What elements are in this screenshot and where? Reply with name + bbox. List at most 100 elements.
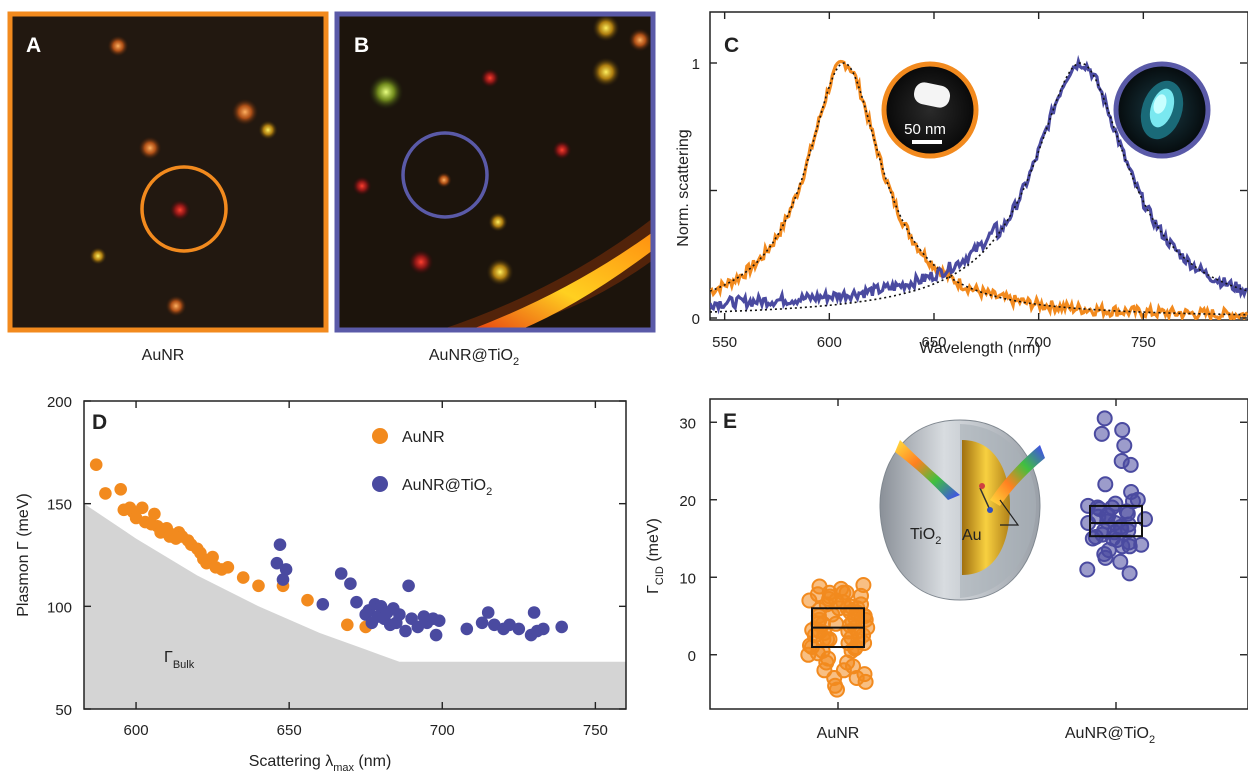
panel-c-xtick-label: 750 [1131,334,1156,351]
panel-b-caption: AuNR@TiO2 [429,347,519,368]
panel-c-xtick-label: 550 [712,334,737,351]
cid-point-aunr [829,681,845,698]
panel-c-xtick-label: 700 [1026,334,1051,351]
panel-e-inset-tio2-label: TiO2 [910,526,941,547]
panel-e-boxes [811,504,1143,648]
panel-c-ticks [710,12,1247,320]
scatter-point-aunr [135,501,149,515]
scatter-point-aunr [236,571,250,584]
cid-point-aunr-tio2 [1079,561,1096,578]
scatter-point-aunr [114,483,127,496]
scatter-point-aunr [221,561,235,574]
panel-c: C Norm. scattering Wavelength (nm) 0 1 5… [675,11,1248,357]
cid-point-aunr-tio2 [1116,437,1133,454]
panel-d-legend: AuNR AuNR@TiO2 [372,428,492,498]
scatter-point-aunr-tio2 [270,556,284,570]
panel-e-letter: E [723,410,737,433]
scatter-point-aunr [252,579,265,593]
panel-c-xtick-label: 650 [921,334,946,351]
cid-point-aunr [835,584,852,601]
panel-a-microscopy [10,14,326,330]
cid-point-aunr-tio2 [1114,538,1131,555]
fit-aunr-tio2 [710,62,1248,313]
panel-e-ytick-label: 0 [688,648,696,665]
cid-point-aunr [801,592,818,609]
panel-b: B AuNR@TiO2 [334,11,656,368]
panel-b-highlight-circle [401,131,489,219]
scatter-point-aunr-tio2 [402,579,415,593]
legend-marker-aunr [372,428,388,444]
scatter-point-aunr-tio2 [350,595,363,609]
scatter-point-aunr-tio2 [344,577,357,590]
panel-a: A AuNR [7,11,329,364]
cid-point-aunr [819,631,836,648]
panel-a-letter: A [26,34,41,57]
scatter-point-aunr-tio2 [512,622,526,636]
panel-b-letter: B [354,34,369,57]
panel-d-xlabel: Scattering λmax (nm) [249,753,392,772]
panel-d-ytick-label: 150 [47,497,72,514]
panel-a-highlight-circle [140,165,228,253]
panel-c-inset-aunr: 50 nm [881,61,979,159]
scatter-point-aunr-tio2 [475,616,489,630]
panel-c-ytick-0: 0 [692,311,700,328]
panel-e-ytick-label: 30 [679,415,696,432]
scatter-point-aunr-tio2 [393,608,406,621]
scatter-point-aunr-tio2 [432,614,446,627]
legend-label-tio2: AuNR@TiO2 [402,477,492,498]
cid-point-aunr-tio2 [1097,549,1114,566]
cid-point-aunr-tio2 [1093,425,1110,442]
panel-e: 0 10 20 30 E ΓCID (meV) AuNR AuNR@TiO2 TiO2… [645,398,1248,746]
cid-point-aunr [835,662,852,679]
panel-e-xcat-tio2: AuNR@TiO2 [1065,725,1155,746]
scatter-point-aunr [89,458,103,472]
panel-c-plot [710,54,1248,320]
panel-d-ytick-label: 50 [55,702,72,719]
panel-c-axes-frame [709,11,1248,321]
panel-d-xtick-label: 650 [277,722,302,739]
scatter-point-aunr-tio2 [481,606,495,619]
panel-c-xlabel: Wavelength (nm) [919,340,1040,357]
panel-e-ytick-label: 20 [679,493,696,510]
cid-point-aunr [848,670,865,686]
panel-c-scale-bar [912,140,942,144]
panel-e-ytick-label: 10 [679,570,696,587]
panel-c-letter: C [724,34,739,57]
panel-e-xcat-aunr: AuNR [817,725,860,742]
cid-point-aunr-tio2 [1114,422,1131,438]
panel-d: 600 650 700 750 50 100 150 200 D Plasmon Γ (meV… [15,394,627,772]
cid-point-aunr-tio2 [1097,476,1114,493]
panel-d-ylabel: Plasmon Γ (meV) [15,493,32,617]
scatter-point-aunr-tio2 [555,620,568,634]
panel-d-ytick-label: 100 [47,599,72,616]
scatter-point-aunr [301,593,314,607]
panel-c-inset-tio2 [1113,61,1211,159]
spectrum-aunr [710,59,1248,320]
scatter-point-aunr [99,487,112,500]
scatter-point-aunr-tio2 [429,628,443,642]
panel-d-axes-frame [83,400,627,710]
cid-point-aunr-tio2 [1112,553,1129,570]
cid-point-aunr [800,646,817,663]
panel-c-ytick-1: 1 [692,56,700,73]
scatter-point-aunr-tio2 [334,567,348,580]
scatter-point-aunr [206,550,219,564]
panel-d-points [89,458,568,642]
scatter-point-aunr-tio2 [276,573,290,586]
scatter-point-aunr-tio2 [316,598,330,611]
panel-b-frame [334,11,656,333]
scatter-point-aunr-tio2 [279,563,293,576]
panel-c-scale-label: 50 nm [904,121,946,138]
panel-a-frame [7,11,329,333]
panel-e-nanorod-schematic: TiO2 Au [879,419,1045,601]
panel-d-xtick-label: 700 [430,722,455,739]
panel-c-ylabel: Norm. scattering [675,129,692,246]
panel-d-bulk-label: ΓBulk [164,649,195,671]
cid-point-aunr [853,587,869,604]
legend-marker-tio2 [372,476,388,492]
panel-e-inset-au-label: Au [962,527,982,544]
panel-d-ytick-label: 200 [47,394,72,411]
panel-e-axes-frame [709,398,1248,710]
scatter-point-aunr [148,507,161,521]
